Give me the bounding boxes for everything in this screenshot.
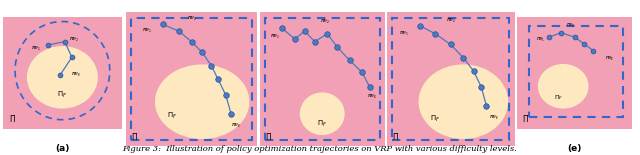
Text: $\pi_{\theta_1}$: $\pi_{\theta_1}$ — [536, 35, 545, 44]
Text: $\Pi_F$: $\Pi_F$ — [317, 119, 327, 129]
Text: $\pi_{\theta_2}$: $\pi_{\theta_2}$ — [445, 16, 456, 25]
Text: $\pi_{\theta_1}$: $\pi_{\theta_1}$ — [142, 27, 152, 35]
Text: $\Pi$: $\Pi$ — [9, 113, 16, 124]
Text: $\Pi_F$: $\Pi_F$ — [58, 90, 67, 100]
Text: $\Pi_F$: $\Pi_F$ — [430, 114, 440, 124]
Text: $\pi_{\theta_1}$: $\pi_{\theta_1}$ — [270, 32, 280, 41]
Text: $\pi_{\theta_1}$: $\pi_{\theta_1}$ — [31, 44, 42, 53]
Text: (e): (e) — [568, 144, 582, 153]
Text: $\pi_{\theta_E}$: $\pi_{\theta_E}$ — [231, 121, 241, 130]
Text: $\pi_{\theta_E}$: $\pi_{\theta_E}$ — [489, 113, 499, 122]
Ellipse shape — [538, 64, 589, 108]
Ellipse shape — [155, 64, 250, 139]
Text: $\Pi$: $\Pi$ — [392, 131, 399, 142]
Text: $\pi_{\theta_2}$: $\pi_{\theta_2}$ — [320, 18, 330, 26]
Ellipse shape — [300, 92, 345, 135]
Text: $\pi_{\theta_E}$: $\pi_{\theta_E}$ — [72, 71, 82, 79]
Text: $\pi_{\theta_E}$: $\pi_{\theta_E}$ — [605, 54, 614, 63]
Ellipse shape — [27, 46, 98, 108]
Text: $\Pi$: $\Pi$ — [131, 131, 138, 142]
Text: Figure 3:  Illustration of policy optimization trajectories on VRP with various : Figure 3: Illustration of policy optimiz… — [123, 145, 517, 153]
Text: $\pi_{\theta_2}$: $\pi_{\theta_2}$ — [566, 22, 575, 30]
Text: $\Pi$: $\Pi$ — [265, 131, 272, 142]
Text: $\pi_{\theta_2}$: $\pi_{\theta_2}$ — [187, 15, 196, 23]
Text: $\Pi_F$: $\Pi_F$ — [554, 93, 563, 102]
Text: $\Pi$: $\Pi$ — [522, 113, 529, 124]
Text: (a): (a) — [55, 144, 70, 153]
Text: $\pi_{\theta_1}$: $\pi_{\theta_1}$ — [399, 29, 410, 38]
Text: $\Pi_F$: $\Pi_F$ — [167, 111, 177, 122]
Text: $\pi_{\theta_2}$: $\pi_{\theta_2}$ — [69, 35, 79, 44]
Text: $\pi_{\theta_E}$: $\pi_{\theta_E}$ — [367, 92, 378, 101]
Ellipse shape — [419, 64, 508, 139]
